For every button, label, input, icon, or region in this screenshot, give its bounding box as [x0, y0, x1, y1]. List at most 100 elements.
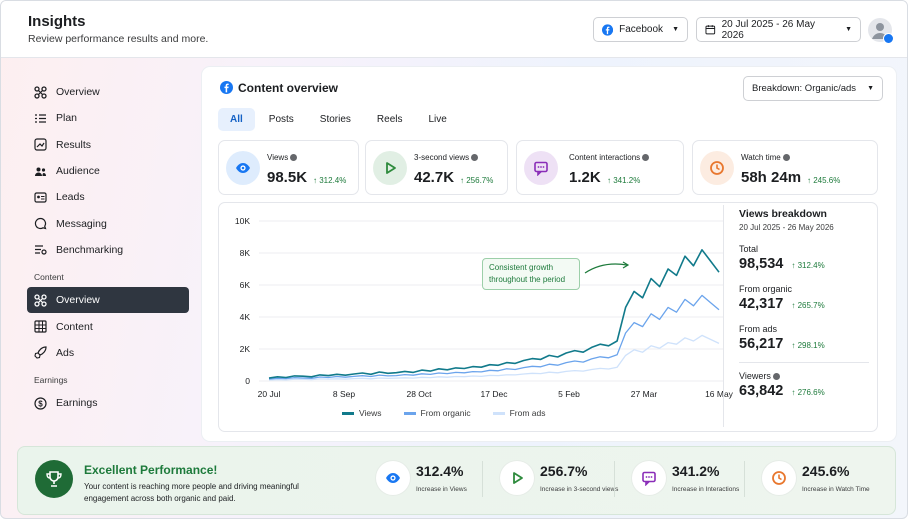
sidebar-item-plan[interactable]: Plan [27, 105, 189, 131]
series-line-from-organic [268, 294, 720, 380]
tab-stories[interactable]: Stories [319, 114, 351, 125]
date-range-label: 20 Jul 2025 - 26 May 2026 [721, 18, 816, 41]
kpi-label-text: Content interactions [569, 153, 641, 162]
views-breakdown-date: 20 Jul 2025 - 26 May 2026 [739, 223, 834, 232]
eye-icon [376, 461, 410, 495]
divider [614, 461, 615, 497]
chevron-down-icon: ▼ [845, 26, 852, 33]
kpi-label: 3-second views [414, 153, 479, 162]
sidebar-item-label: Benchmarking [56, 243, 124, 256]
legend-label: From organic [420, 408, 471, 418]
sidebar-item-ads[interactable]: Ads [27, 340, 189, 366]
chart-annotation: Consistent growth throughout the period [482, 258, 580, 290]
sidebar-item-label: Overview [56, 86, 100, 99]
kpi-label-text: 3-second views [414, 153, 470, 162]
content-overview-card: Content overview Breakdown: Organic/ads … [202, 67, 896, 441]
facebook-icon [602, 23, 614, 36]
sidebar-item-leads[interactable]: Leads [27, 184, 189, 210]
kpi-card-watch-time[interactable]: Watch time 58h 24m ↑ 245.6% [692, 140, 878, 195]
clock-icon [700, 151, 734, 185]
account-selector[interactable]: Facebook ▼ [593, 17, 688, 42]
sidebar: Overview Plan Results Audience Leads Messagin… [27, 79, 189, 416]
tab-reels[interactable]: Reels [376, 114, 403, 125]
info-icon[interactable] [642, 154, 650, 162]
divider [744, 461, 745, 497]
legend-swatch [492, 412, 505, 416]
kpi-label: Views [267, 153, 298, 162]
overview-icon [34, 294, 47, 307]
play-icon [373, 151, 407, 185]
chart-panel: 0 2K 4K 6K 8K 10K 20 Jul 8 Sep 28 Oct 17 Dec 5 Feb… [218, 202, 878, 432]
banner-stat-label: Increase in Views [416, 486, 467, 493]
sidebar-item-overview[interactable]: Overview [27, 287, 189, 314]
sidebar-item-overview[interactable]: Overview [27, 79, 189, 105]
y-tick-label: 6K [240, 280, 251, 290]
legend-item[interactable]: From ads [492, 408, 546, 418]
viewers-label: Viewers [739, 371, 869, 381]
sidebar-item-benchmarking[interactable]: Benchmarking [27, 237, 189, 263]
legend-swatch [403, 412, 416, 416]
grid-icon [34, 320, 47, 333]
sidebar-item-label: Overview [56, 294, 100, 307]
legend-item[interactable]: Views [342, 408, 382, 418]
info-icon[interactable] [782, 154, 790, 162]
calendar-icon [705, 25, 716, 35]
x-tick-label: 5 Feb [558, 389, 580, 399]
kpi-card-views[interactable]: Views 98.5K ↑ 312.4% [218, 140, 359, 195]
x-tick-label: 17 Dec [481, 389, 509, 399]
info-icon[interactable] [772, 373, 780, 381]
breakdown-row-label: From ads [739, 324, 778, 334]
kpi-card-content-interactions[interactable]: Content interactions 1.2K ↑ 341.2% [516, 140, 684, 195]
arrow-icon [584, 261, 630, 274]
results-icon [34, 138, 47, 151]
viewers-label-text: Viewers [739, 371, 771, 381]
kpi-label: Content interactions [569, 153, 650, 162]
tab-all[interactable]: All [218, 108, 255, 131]
breakdown-dropdown[interactable]: Breakdown: Organic/ads ▼ [743, 76, 883, 101]
y-tick-label: 2K [240, 344, 251, 354]
facebook-icon [220, 81, 233, 94]
breakdown-change: ↑ 298.1% [791, 341, 825, 350]
banner-text: Your content is reaching more people and… [84, 482, 299, 503]
tab-posts[interactable]: Posts [268, 114, 294, 125]
sidebar-item-results[interactable]: Results [27, 132, 189, 158]
list-icon [34, 112, 47, 125]
avatar[interactable] [868, 18, 894, 44]
breakdown-number: 98,534 [739, 256, 784, 272]
messaging-icon [34, 217, 47, 230]
account-label: Facebook [619, 24, 664, 35]
facebook-badge-icon [883, 33, 894, 44]
banner-stat-label: Increase in Interactions [672, 486, 740, 493]
sidebar-item-messaging[interactable]: Messaging [27, 210, 189, 236]
legend-item[interactable]: From organic [403, 408, 471, 418]
kpi-card-3-second-views[interactable]: 3-second views 42.7K ↑ 256.7% [365, 140, 508, 195]
breakdown-number: 42,317 [739, 296, 784, 312]
sidebar-item-label: Messaging [56, 217, 107, 230]
tab-live[interactable]: Live [428, 114, 447, 125]
date-range-selector[interactable]: 20 Jul 2025 - 26 May 2026 ▼ [696, 17, 861, 42]
breakdown-number: 56,217 [739, 336, 784, 352]
banner-stat-value: 245.6% [802, 463, 850, 479]
sidebar-item-earnings[interactable]: $ Earnings [27, 390, 189, 416]
sidebar-section-content: Content [34, 272, 64, 283]
viewers-value: 63,842 ↑ 276.6% [739, 383, 869, 399]
sidebar-item-label: Earnings [56, 397, 98, 410]
sidebar-item-content[interactable]: Content [27, 313, 189, 339]
overview-icon [34, 85, 47, 99]
banner-stat-value: 312.4% [416, 463, 464, 479]
info-icon[interactable] [290, 154, 298, 162]
x-tick-label: 20 Jul [258, 389, 281, 399]
banner-stat-value: 256.7% [540, 463, 588, 479]
leads-icon [34, 191, 47, 204]
series-line-views [268, 248, 720, 379]
breakdown-row-label: Total [739, 244, 759, 254]
rocket-icon [34, 346, 47, 359]
kpi-value: 1.2K [569, 169, 601, 186]
kpi-change: ↑ 312.4% [313, 176, 347, 185]
sidebar-item-label: Ads [56, 346, 75, 359]
dollar-icon: $ [34, 397, 47, 410]
kpi-label-text: Views [267, 153, 289, 162]
info-icon[interactable] [471, 154, 479, 162]
sidebar-item-audience[interactable]: Audience [27, 158, 189, 184]
